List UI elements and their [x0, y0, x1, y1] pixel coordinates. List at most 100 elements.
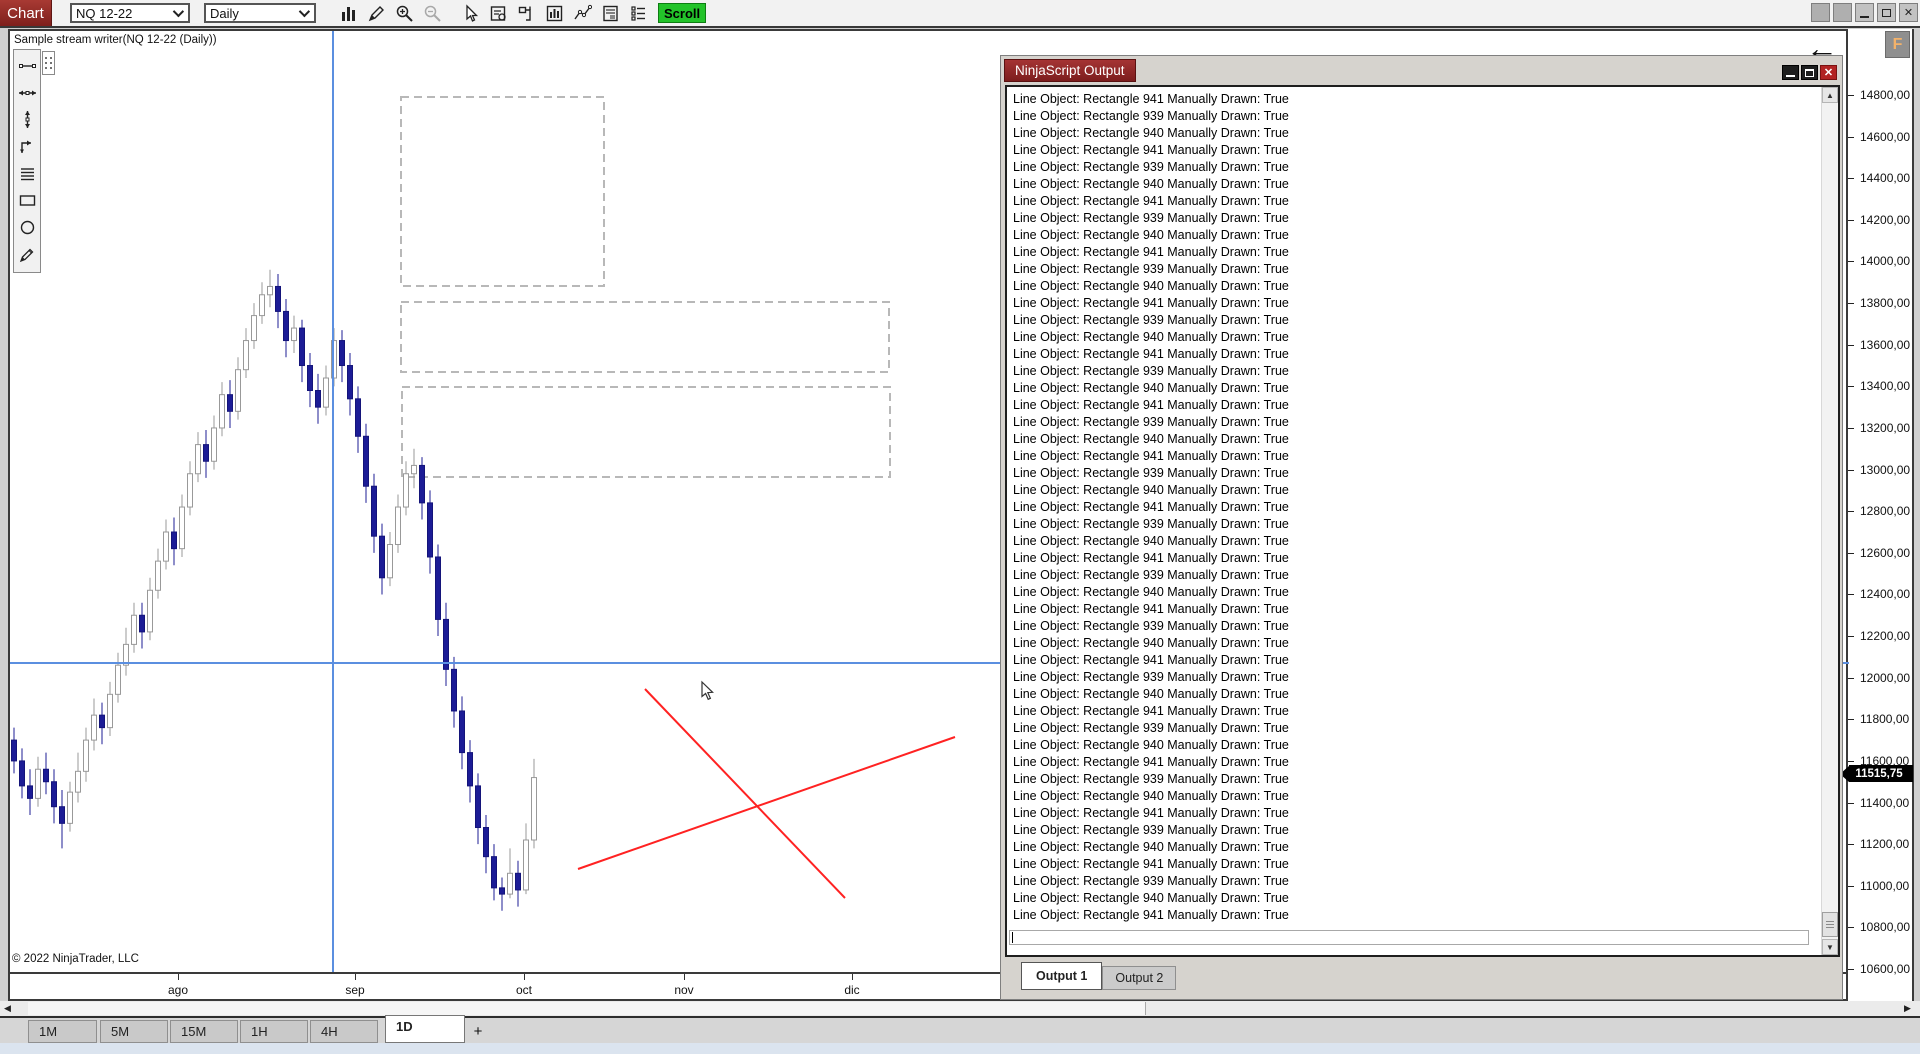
timeframe-tab-4h[interactable]: 4H	[310, 1020, 378, 1043]
chart-trader-icon[interactable]	[542, 2, 567, 24]
price-tick	[1848, 636, 1854, 638]
scrollbar-thumb[interactable]	[28, 1002, 1146, 1015]
close-icon[interactable]: ✕	[1899, 3, 1918, 22]
price-label: 10600,00	[1860, 962, 1911, 977]
scroll-up-icon[interactable]: ▲	[1822, 87, 1838, 103]
price-tick	[1848, 511, 1854, 513]
price-label: 10800,00	[1860, 920, 1911, 935]
output-line: Line Object: Rectangle 940 Manually Draw…	[1013, 687, 1289, 701]
output-line: Line Object: Rectangle 939 Manually Draw…	[1013, 364, 1289, 378]
price-label: 12000,00	[1860, 670, 1911, 685]
zoom-in-icon[interactable]	[392, 2, 417, 24]
output-vertical-scrollbar[interactable]: ▲ ▼	[1821, 87, 1838, 955]
instrument-dropdown[interactable]: NQ 12-22	[70, 3, 190, 23]
rectangle-tool-icon[interactable]	[15, 188, 39, 212]
output-text-panel[interactable]: Line Object: Rectangle 941 Manually Draw…	[1005, 85, 1840, 957]
price-axis[interactable]: 14800,00 14600,00 14400,00 14200,00 14000,00…	[1848, 29, 1914, 1001]
output-line: Line Object: Rectangle 941 Manually Draw…	[1013, 449, 1289, 463]
output-line: Line Object: Rectangle 939 Manually Draw…	[1013, 415, 1289, 429]
price-label: 14800,00	[1860, 88, 1911, 102]
price-tick	[1848, 719, 1854, 721]
price-tick	[1848, 219, 1854, 221]
output-line: Line Object: Rectangle 939 Manually Draw…	[1013, 109, 1289, 123]
output-line: Line Object: Rectangle 940 Manually Draw…	[1013, 432, 1289, 446]
output-line: Line Object: Rectangle 940 Manually Draw…	[1013, 891, 1289, 905]
timeframe-tab-5m[interactable]: 5M	[100, 1020, 168, 1043]
pencil-icon[interactable]	[364, 2, 389, 24]
scroll-left-icon[interactable]: ◀	[4, 1003, 11, 1013]
price-tick	[1848, 677, 1854, 679]
output-tab-output-2[interactable]: Output 2	[1102, 966, 1177, 990]
close-icon[interactable]: ✕	[1820, 65, 1837, 80]
price-tick	[1848, 469, 1854, 471]
order-entry-icon[interactable]	[514, 2, 539, 24]
scrollbar-thumb[interactable]	[1822, 912, 1838, 937]
price-tick	[1848, 844, 1854, 846]
output-line: Line Object: Rectangle 940 Manually Draw…	[1013, 177, 1289, 191]
scroll-button[interactable]: Scroll	[658, 3, 707, 23]
chevron-down-icon	[172, 5, 185, 18]
price-label: 14600,00	[1860, 129, 1911, 144]
timeframe-tab-1h[interactable]: 1H	[240, 1020, 308, 1043]
output-line: Line Object: Rectangle 940 Manually Draw…	[1013, 534, 1289, 548]
time-label: sep	[345, 983, 365, 997]
chart-title: Sample stream writer(NQ 12-22 (Daily))	[14, 34, 217, 46]
output-line: Line Object: Rectangle 940 Manually Draw…	[1013, 636, 1289, 650]
period-dropdown[interactable]: Daily	[204, 3, 316, 23]
price-label: 11800,00	[1860, 712, 1910, 727]
output-line: Line Object: Rectangle 939 Manually Draw…	[1013, 262, 1289, 276]
scroll-down-icon[interactable]: ▼	[1822, 939, 1838, 955]
output-window-controls: ✕	[1782, 65, 1837, 80]
output-line: Line Object: Rectangle 941 Manually Draw…	[1013, 347, 1289, 361]
output-line: Line Object: Rectangle 941 Manually Draw…	[1013, 245, 1289, 259]
output-line: Line Object: Rectangle 939 Manually Draw…	[1013, 619, 1289, 633]
properties-icon[interactable]	[598, 2, 623, 24]
price-label: 14400,00	[1860, 171, 1911, 186]
price-tick	[1848, 802, 1854, 804]
output-line: Line Object: Rectangle 941 Manually Draw…	[1013, 296, 1289, 310]
line-tool-icon[interactable]	[15, 53, 39, 77]
output-line: Line Object: Rectangle 940 Manually Draw…	[1013, 330, 1289, 344]
fib-lines-tool-icon[interactable]	[15, 161, 39, 185]
price-tick	[1848, 760, 1854, 762]
toolbar-drag-handle[interactable]	[42, 51, 55, 75]
chevron-down-icon	[298, 5, 311, 18]
minimize-icon[interactable]	[1782, 65, 1799, 80]
output-line: Line Object: Rectangle 940 Manually Draw…	[1013, 279, 1289, 293]
window-extra-button-1[interactable]	[1811, 3, 1830, 22]
timeframe-tab-1m[interactable]: 1M	[28, 1020, 97, 1043]
output-line: Line Object: Rectangle 941 Manually Draw…	[1013, 806, 1289, 820]
restore-icon[interactable]	[1877, 3, 1896, 22]
output-line: Line Object: Rectangle 940 Manually Draw…	[1013, 126, 1289, 140]
output-line: Line Object: Rectangle 939 Manually Draw…	[1013, 823, 1289, 837]
arrow-path-tool-icon[interactable]	[15, 134, 39, 158]
time-tick	[178, 974, 179, 980]
horizontal-line-tool-icon[interactable]	[15, 80, 39, 104]
output-tab-output-1[interactable]: Output 1	[1021, 962, 1103, 990]
price-label: 11400,00	[1860, 795, 1910, 810]
timeframe-tab-15m[interactable]: 15M	[170, 1020, 238, 1043]
output-line: Line Object: Rectangle 940 Manually Draw…	[1013, 789, 1289, 803]
minimize-icon[interactable]	[1855, 3, 1874, 22]
maximize-icon[interactable]	[1801, 65, 1818, 80]
data-box-icon[interactable]	[486, 2, 511, 24]
cursor-icon[interactable]	[458, 2, 483, 24]
add-timeframe-button[interactable]: +	[473, 1023, 483, 1040]
window-controls: ✕	[1811, 3, 1918, 22]
price-tick	[1848, 427, 1854, 429]
timeframe-tab-1d[interactable]: 1D	[385, 1015, 465, 1043]
scroll-right-icon[interactable]: ▶	[1904, 1003, 1911, 1013]
ninjascript-output-window[interactable]: NinjaScript Output ✕ Line Object: Rectan…	[1000, 55, 1843, 1000]
chart-style-icon[interactable]	[336, 2, 361, 24]
window-extra-button-2[interactable]	[1833, 3, 1852, 22]
pencil-tool-icon[interactable]	[15, 242, 39, 266]
vertical-line-tool-icon[interactable]	[15, 107, 39, 131]
ellipse-tool-icon[interactable]	[15, 215, 39, 239]
output-line: Line Object: Rectangle 941 Manually Draw…	[1013, 194, 1289, 208]
indicators-icon[interactable]	[570, 2, 595, 24]
output-command-input[interactable]	[1009, 930, 1809, 945]
last-price-marker: 11515,75	[1840, 765, 1913, 782]
chart-horizontal-scrollbar[interactable]: ◀ ▶	[0, 1001, 1920, 1016]
output-window-title[interactable]: NinjaScript Output	[1004, 59, 1136, 82]
object-list-icon[interactable]	[626, 2, 651, 24]
